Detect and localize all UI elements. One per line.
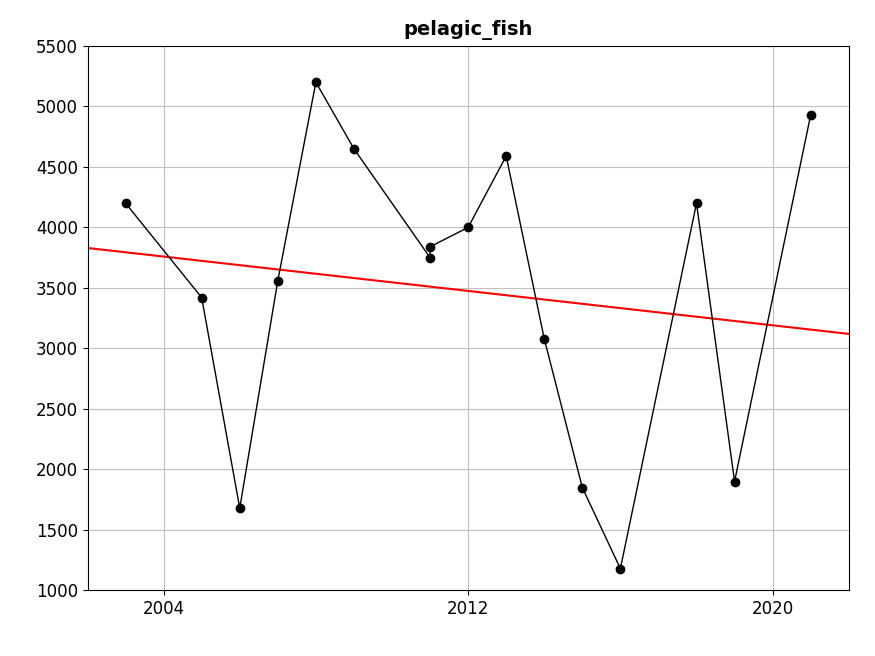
Title: pelagic_fish: pelagic_fish (403, 20, 533, 40)
